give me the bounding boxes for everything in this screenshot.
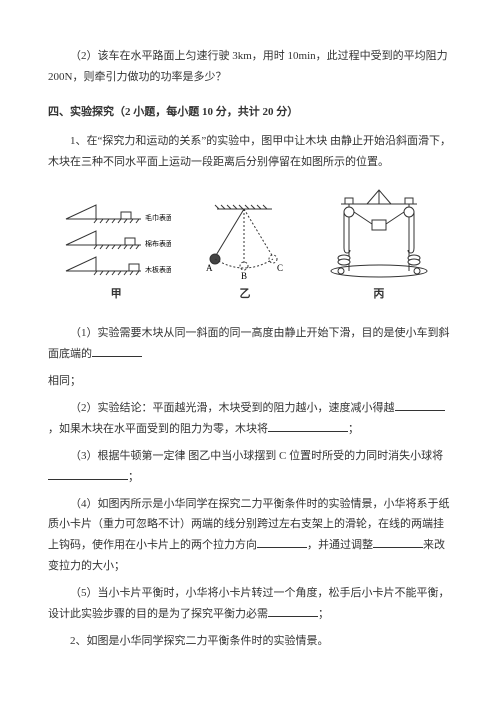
blank-3 <box>268 419 348 432</box>
sub1-tail: 相同； <box>48 371 452 392</box>
q2-intro: 2、如图是小华同学探究二力平衡条件时的实验情景。 <box>48 631 452 652</box>
svg-text:C: C <box>277 263 283 273</box>
fig-label-bing: 丙 <box>373 284 384 305</box>
blank-6 <box>373 535 423 548</box>
blank-7 <box>268 604 318 617</box>
prev-question-part2: （2）该车在水平路面上匀速行驶 3km，用时 10min，此过程中受到的平均阻力… <box>48 46 452 88</box>
svg-text:A: A <box>206 263 213 273</box>
fig-label-yi: 乙 <box>239 284 250 305</box>
sub5-tail: ； <box>318 608 329 620</box>
sub3-tail: ； <box>128 471 139 483</box>
figure-jia: 毛巾表面 棉布表面 木板表面 甲 <box>61 201 171 305</box>
q1-sub5: （5）当小卡片平衡时，小华将小卡片转过一个角度，松手后小卡片不能平衡，设计此实验… <box>48 583 452 625</box>
svg-text:B: B <box>241 271 247 281</box>
surface-label-2: 棉布表面 <box>145 239 171 248</box>
surface-label-3: 木板表面 <box>145 265 171 274</box>
figure-yi: A B C 乙 <box>197 201 292 305</box>
blank-4 <box>48 467 128 480</box>
pendulum-diagram-icon: A B C <box>197 201 292 281</box>
figures-row: 毛巾表面 棉布表面 木板表面 甲 <box>48 186 452 305</box>
sub2-text-a: （2）实验结论：平面越光滑，木块受到的阻力越小，速度减小得越 <box>70 402 395 414</box>
section-4-title: 四、实验探究（2 小题，每小题 10 分，共计 20 分） <box>48 102 452 123</box>
sub5-text: （5）当小卡片平衡时，小华将小卡片转过一个角度，松手后小卡片不能平衡，设计此实验… <box>48 587 450 620</box>
q1-sub2: （2）实验结论：平面越光滑，木块受到的阻力越小，速度减小得越 ，如果木块在水平面受… <box>48 398 452 440</box>
q1-sub4: （4）如图丙所示是小华同学在探究二力平衡条件时的实验情景，小华将系于纸质小卡片（… <box>48 494 452 578</box>
sub2-text-b: ，如果木块在水平面受到的阻力为零，木块将 <box>48 423 268 435</box>
q1-sub3: （3）根据牛顿第一定律 图乙中当小球摆到 C 位置时所受的力同时消失小球将 ； <box>48 446 452 488</box>
q1-sub1: （1）实验需要木块从同一斜面的同一高度由静止开始下滑，目的是使小车到斜面底端的 <box>48 323 452 365</box>
fig-label-jia: 甲 <box>111 284 122 305</box>
sub4-text-b: ，并通过调整 <box>307 539 373 551</box>
q1-intro: 1、在“探究力和运动的关系”的实验中，图甲中让木块 由静止开始沿斜面滑下，木块在… <box>48 131 452 173</box>
blank-1 <box>92 344 142 357</box>
blank-2 <box>395 398 445 411</box>
surface-label-1: 毛巾表面 <box>145 213 171 222</box>
blank-5 <box>257 535 307 548</box>
sub2-tail: ； <box>348 423 359 435</box>
ramp-diagram-icon: 毛巾表面 棉布表面 木板表面 <box>61 201 171 281</box>
sub3-text: （3）根据牛顿第一定律 图乙中当小球摆到 C 位置时所受的力同时消失小球将 <box>70 450 443 462</box>
figure-bing: 丙 <box>319 186 439 305</box>
balance-diagram-icon <box>319 186 439 281</box>
